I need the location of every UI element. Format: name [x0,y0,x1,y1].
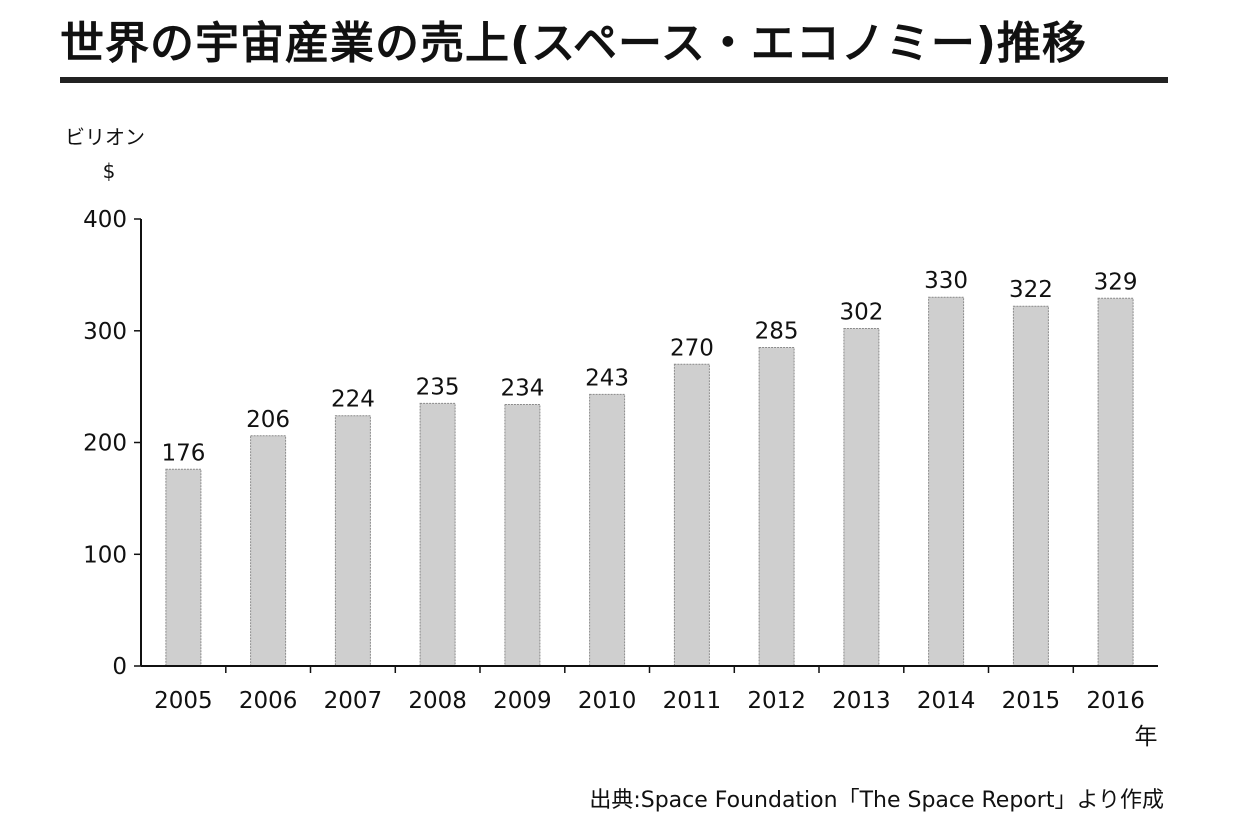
bar-2007 [334,415,371,667]
x-tick-label-2013: 2013 [832,688,891,714]
bar-2016 [1097,297,1134,667]
bar-2014 [928,296,965,667]
bar-2008 [419,402,456,667]
value-label-2009: 234 [500,376,544,402]
y-unit-label-line2: $ [103,159,116,183]
x-axis-label: 年 [1135,724,1158,750]
x-tick-label-2005: 2005 [154,688,213,714]
bar-2011 [673,363,710,667]
x-tick-label-2008: 2008 [408,688,467,714]
value-label-2005: 176 [161,440,205,466]
value-label-2006: 206 [246,407,290,433]
source-note: 出典:Space Foundation「The Space Report」より作… [589,788,1164,813]
x-tick-label-2016: 2016 [1086,688,1145,714]
labels-layer: 176 2005 206 2006 224 2007 235 2008 234 2009 243 20… [83,207,1145,714]
value-label-2008: 235 [416,374,460,400]
bar-2006 [250,435,287,667]
x-tick-label-2009: 2009 [493,688,552,714]
y-tick-label-100: 100 [83,542,127,568]
x-tick-label-2012: 2012 [747,688,806,714]
axes-layer [134,218,1158,673]
x-tick-label-2011: 2011 [663,688,722,714]
value-label-2016: 329 [1094,269,1138,295]
x-tick-label-2010: 2010 [578,688,637,714]
bars-layer [165,296,1134,667]
value-label-2014: 330 [924,268,968,294]
chart-title: 世界の宇宙産業の売上(スペース・エコノミー)推移 [60,18,1087,69]
bar-2012 [758,347,795,667]
value-label-2011: 270 [670,335,714,361]
bar-2010 [589,393,626,667]
y-tick-label-200: 200 [83,431,127,457]
x-tick-label-2015: 2015 [1002,688,1061,714]
y-tick-label-0: 0 [112,654,127,680]
value-label-2012: 285 [755,319,799,345]
value-label-2007: 224 [331,387,375,413]
bar-2009 [504,404,541,667]
bar-2005 [165,468,202,667]
y-tick-label-300: 300 [83,319,127,345]
x-tick-label-2007: 2007 [324,688,383,714]
x-tick-label-2014: 2014 [917,688,976,714]
value-label-2013: 302 [839,300,883,326]
y-unit-label-line1: ビリオン [65,125,145,149]
value-label-2015: 322 [1009,277,1053,303]
y-tick-label-400: 400 [83,207,127,233]
value-label-2010: 243 [585,365,629,391]
bar-2013 [843,328,880,667]
x-tick-label-2006: 2006 [239,688,298,714]
title-underline [60,77,1168,83]
bar-2015 [1012,305,1049,667]
